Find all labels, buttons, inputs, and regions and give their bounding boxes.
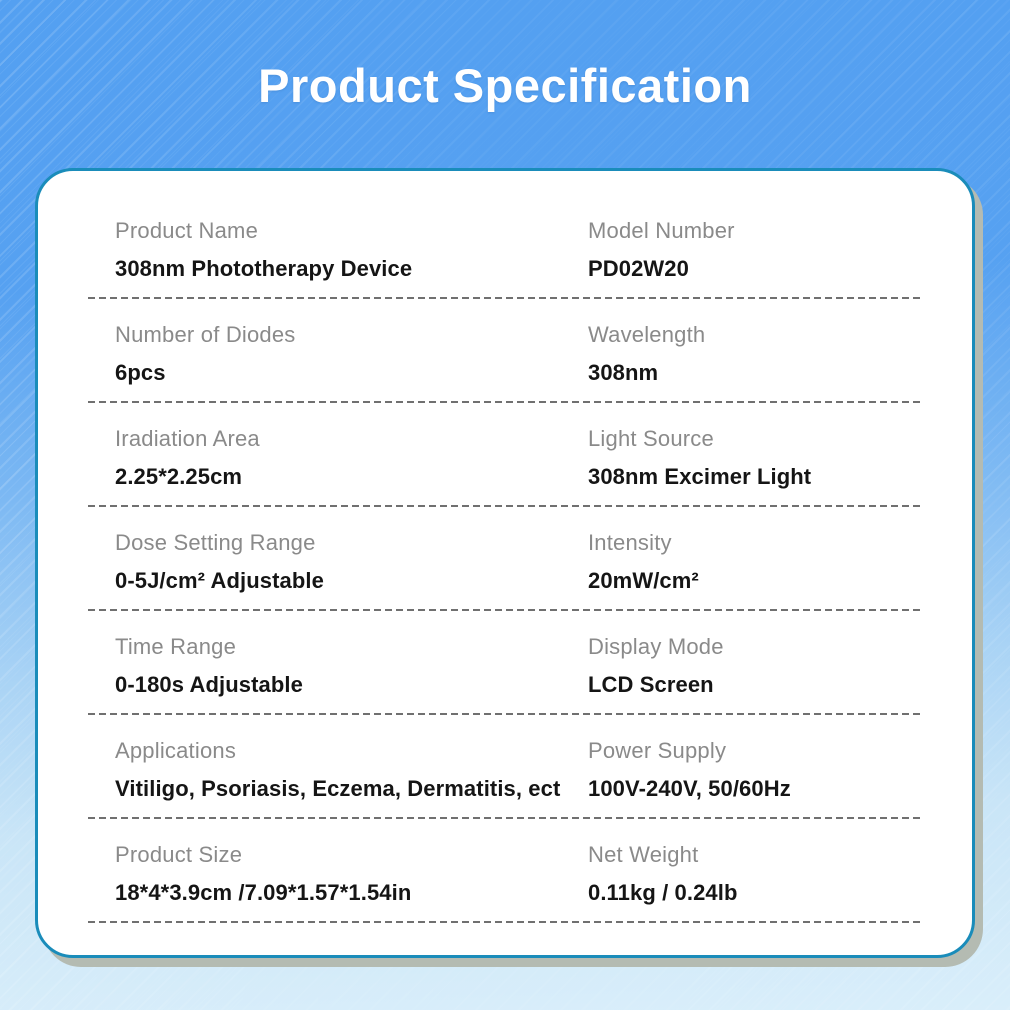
spec-label: Model Number: [588, 218, 735, 243]
spec-cell-left: Product Name 308nm Phototherapy Device: [115, 216, 588, 285]
spec-value: 2.25*2.25cm: [115, 464, 243, 489]
table-row: Dose Setting Range 0-5J/cm² Adjustable I…: [38, 507, 972, 609]
spec-cell-left: Number of Diodes 6pcs: [115, 320, 588, 389]
spec-label: Power Supply: [588, 738, 727, 763]
spec-label: Wavelength: [588, 322, 706, 347]
spec-value: 0-180s Adjustable: [115, 672, 303, 697]
row-separator: [88, 505, 922, 507]
spec-label: Net Weight: [588, 842, 699, 867]
spec-value: PD02W20: [588, 256, 689, 281]
spec-value: 100V-240V, 50/60Hz: [588, 776, 791, 801]
spec-label: Number of Diodes: [115, 322, 296, 347]
spec-cell-right: Display Mode LCD Screen: [588, 632, 922, 701]
spec-cell-right: Light Source 308nm Excimer Light: [588, 424, 922, 493]
spec-table: Product Name 308nm Phototherapy Device M…: [38, 171, 972, 955]
table-row: Iradiation Area 2.25*2.25cm Light Source…: [38, 403, 972, 505]
spec-cell-right: Power Supply 100V-240V, 50/60Hz: [588, 736, 922, 805]
row-separator: [88, 713, 922, 715]
page-title: Product Specification: [258, 59, 752, 112]
spec-cell-left: Product Size 18*4*3.9cm /7.09*1.57*1.54i…: [115, 840, 588, 909]
spec-label: Applications: [115, 738, 237, 763]
table-row: Product Size 18*4*3.9cm /7.09*1.57*1.54i…: [38, 819, 972, 921]
table-row: Applications Vitiligo, Psoriasis, Eczema…: [38, 715, 972, 817]
spec-cell-right: Net Weight 0.11kg / 0.24lb: [588, 840, 922, 909]
row-separator: [88, 297, 922, 299]
spec-label: Product Name: [115, 218, 259, 243]
row-separator: [88, 609, 922, 611]
row-separator: [88, 921, 922, 923]
spec-label: Display Mode: [588, 634, 724, 659]
table-row: Time Range 0-180s Adjustable Display Mod…: [38, 611, 972, 713]
spec-cell-left: Time Range 0-180s Adjustable: [115, 632, 588, 701]
spec-value: 20mW/cm²: [588, 568, 699, 593]
spec-label: Iradiation Area: [115, 426, 260, 451]
spec-label: Time Range: [115, 634, 237, 659]
spec-cell-right: Wavelength 308nm: [588, 320, 922, 389]
table-row: Product Name 308nm Phototherapy Device M…: [38, 172, 972, 297]
row-separator: [88, 401, 922, 403]
spec-value: 308nm: [588, 360, 659, 385]
spec-value: 0-5J/cm² Adjustable: [115, 568, 324, 593]
spec-label: Light Source: [588, 426, 714, 451]
spec-value: Vitiligo, Psoriasis, Eczema, Dermatitis,…: [115, 776, 561, 801]
spec-label: Dose Setting Range: [115, 530, 316, 555]
spec-value: 0.11kg / 0.24lb: [588, 880, 738, 905]
spec-cell-left: Dose Setting Range 0-5J/cm² Adjustable: [115, 528, 588, 597]
spec-value: 18*4*3.9cm /7.09*1.57*1.54in: [115, 880, 412, 905]
spec-cell-right: Intensity 20mW/cm²: [588, 528, 922, 597]
spec-cell-right: Model Number PD02W20: [588, 216, 922, 285]
spec-cell-left: Iradiation Area 2.25*2.25cm: [115, 424, 588, 493]
row-separator: [88, 817, 922, 819]
spec-value: 308nm Excimer Light: [588, 464, 812, 489]
table-row: Number of Diodes 6pcs Wavelength 308nm: [38, 299, 972, 401]
spec-cell-left: Applications Vitiligo, Psoriasis, Eczema…: [115, 736, 588, 805]
spec-value: 308nm Phototherapy Device: [115, 256, 413, 281]
spec-label: Intensity: [588, 530, 672, 555]
spec-label: Product Size: [115, 842, 243, 867]
spec-value: LCD Screen: [588, 672, 714, 697]
spec-value: 6pcs: [115, 360, 166, 385]
spec-card: Product Name 308nm Phototherapy Device M…: [35, 168, 975, 958]
